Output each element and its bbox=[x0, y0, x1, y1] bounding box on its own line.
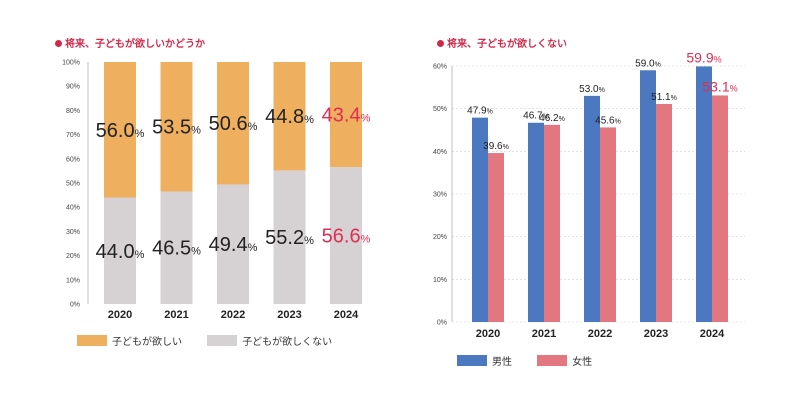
y-tick-label: 20% bbox=[433, 234, 447, 241]
data-label-male: 59.9% bbox=[686, 49, 721, 65]
data-label-want: 50.6% bbox=[209, 113, 258, 135]
x-tick-label: 2024 bbox=[334, 309, 359, 321]
data-label-want: 53.5% bbox=[152, 117, 201, 139]
y-tick-label: 70% bbox=[66, 132, 80, 139]
x-tick-label: 2021 bbox=[532, 328, 556, 340]
bar-not-want bbox=[104, 197, 136, 304]
y-tick-label: 40% bbox=[66, 205, 80, 212]
right-chart-title: 将来、子どもが欲しくない bbox=[437, 35, 567, 50]
y-tick-label: 10% bbox=[433, 277, 447, 284]
stacked-bar-chart: 0% 10% 20% 30% 40% 50% 60% 70% 80% 90% 100% 44.0% 56… bbox=[62, 60, 371, 322]
data-label-not-want: 49.4% bbox=[209, 234, 258, 256]
bar-male bbox=[640, 70, 656, 323]
bar-female bbox=[712, 95, 728, 322]
right-legend: 男性 女性 bbox=[457, 353, 614, 368]
bar-male bbox=[696, 66, 712, 322]
y-tick-label: 60% bbox=[433, 64, 447, 71]
data-label-female: 51.1% bbox=[651, 92, 677, 103]
data-label-not-want: 55.2% bbox=[265, 227, 314, 249]
left-legend: 子どもが欲しい 子どもが欲しくない bbox=[77, 333, 354, 348]
y-tick-label: 30% bbox=[433, 192, 447, 199]
bar-female bbox=[544, 124, 560, 322]
y-tick-label: 20% bbox=[66, 253, 80, 260]
data-label-want: 44.8% bbox=[265, 106, 314, 128]
x-tick-label: 2020 bbox=[476, 328, 500, 340]
data-label-male: 46.7% bbox=[523, 111, 549, 122]
legend-item-want: 子どもが欲しい bbox=[77, 333, 182, 348]
legend-swatch bbox=[537, 355, 568, 366]
x-tick-label: 2023 bbox=[277, 309, 301, 321]
bar-not-want bbox=[160, 191, 193, 304]
bar-male bbox=[584, 95, 600, 322]
y-tick-label: 90% bbox=[66, 84, 80, 91]
left-chart-title-text: 将来、子どもが欲しいかどうか bbox=[65, 39, 205, 50]
data-label-want: 43.4% bbox=[322, 105, 371, 127]
y-tick-label: 0% bbox=[70, 302, 80, 309]
y-tick-label: 0% bbox=[437, 320, 447, 327]
y-tick-label: 40% bbox=[433, 149, 447, 156]
data-label-female: 39.6% bbox=[483, 141, 509, 152]
y-tick-label: 50% bbox=[66, 181, 80, 188]
x-tick-label: 2024 bbox=[700, 328, 725, 340]
legend-item-male: 男性 bbox=[457, 353, 512, 368]
bar-female bbox=[488, 153, 504, 322]
legend-item-not-want: 子どもが欲しくない bbox=[207, 333, 332, 348]
legend-item-female: 女性 bbox=[537, 353, 592, 368]
legend-swatch bbox=[77, 335, 107, 346]
x-tick-label: 2022 bbox=[588, 328, 612, 340]
right-chart-title-text: 将来、子どもが欲しくない bbox=[447, 39, 567, 50]
left-chart-title: 将来、子どもが欲しいかどうか bbox=[55, 35, 205, 50]
bar-want bbox=[273, 62, 306, 171]
data-label-female: 46.2% bbox=[539, 113, 565, 124]
y-tick-label: 30% bbox=[66, 229, 80, 236]
bar-want bbox=[160, 62, 193, 192]
bar-female bbox=[600, 127, 616, 322]
data-label-not-want: 46.5% bbox=[152, 238, 201, 260]
x-tick-label: 2021 bbox=[164, 309, 188, 321]
bar-not-want bbox=[273, 170, 306, 304]
data-label-male: 47.9% bbox=[467, 106, 493, 117]
y-tick-label: 60% bbox=[66, 156, 80, 163]
bar-male bbox=[528, 122, 544, 322]
bullet-dot-icon bbox=[437, 40, 444, 47]
x-tick-label: 2020 bbox=[108, 309, 132, 321]
data-label-male: 59.0% bbox=[635, 58, 661, 69]
legend-label-female: 女性 bbox=[572, 357, 593, 368]
legend-label-male: 男性 bbox=[492, 357, 512, 368]
bar-female bbox=[656, 103, 672, 323]
data-label-male: 53.0% bbox=[579, 84, 605, 95]
y-tick-label: 80% bbox=[66, 108, 80, 115]
y-tick-label: 10% bbox=[66, 277, 80, 284]
data-label-female: 45.6% bbox=[595, 115, 621, 126]
bar-want bbox=[104, 62, 136, 198]
bar-want bbox=[330, 62, 362, 168]
bar-want bbox=[217, 62, 249, 185]
data-label-not-want: 44.0% bbox=[96, 241, 145, 263]
legend-swatch bbox=[207, 335, 238, 346]
bullet-dot-icon bbox=[55, 40, 62, 47]
bar-not-want bbox=[330, 167, 362, 304]
legend-swatch bbox=[457, 355, 487, 366]
bar-not-want bbox=[217, 184, 249, 304]
x-tick-label: 2023 bbox=[644, 328, 668, 340]
data-label-want: 56.0% bbox=[96, 120, 145, 142]
y-tick-label: 50% bbox=[433, 106, 447, 113]
x-tick-label: 2022 bbox=[221, 309, 245, 321]
bar-male bbox=[472, 117, 488, 322]
data-label-not-want: 56.6% bbox=[322, 226, 371, 248]
legend-label-want: 子どもが欲しい bbox=[112, 337, 182, 348]
data-label-female: 53.1% bbox=[702, 78, 737, 94]
legend-label-not-want: 子どもが欲しくない bbox=[242, 337, 333, 348]
y-tick-label: 100% bbox=[62, 60, 80, 67]
